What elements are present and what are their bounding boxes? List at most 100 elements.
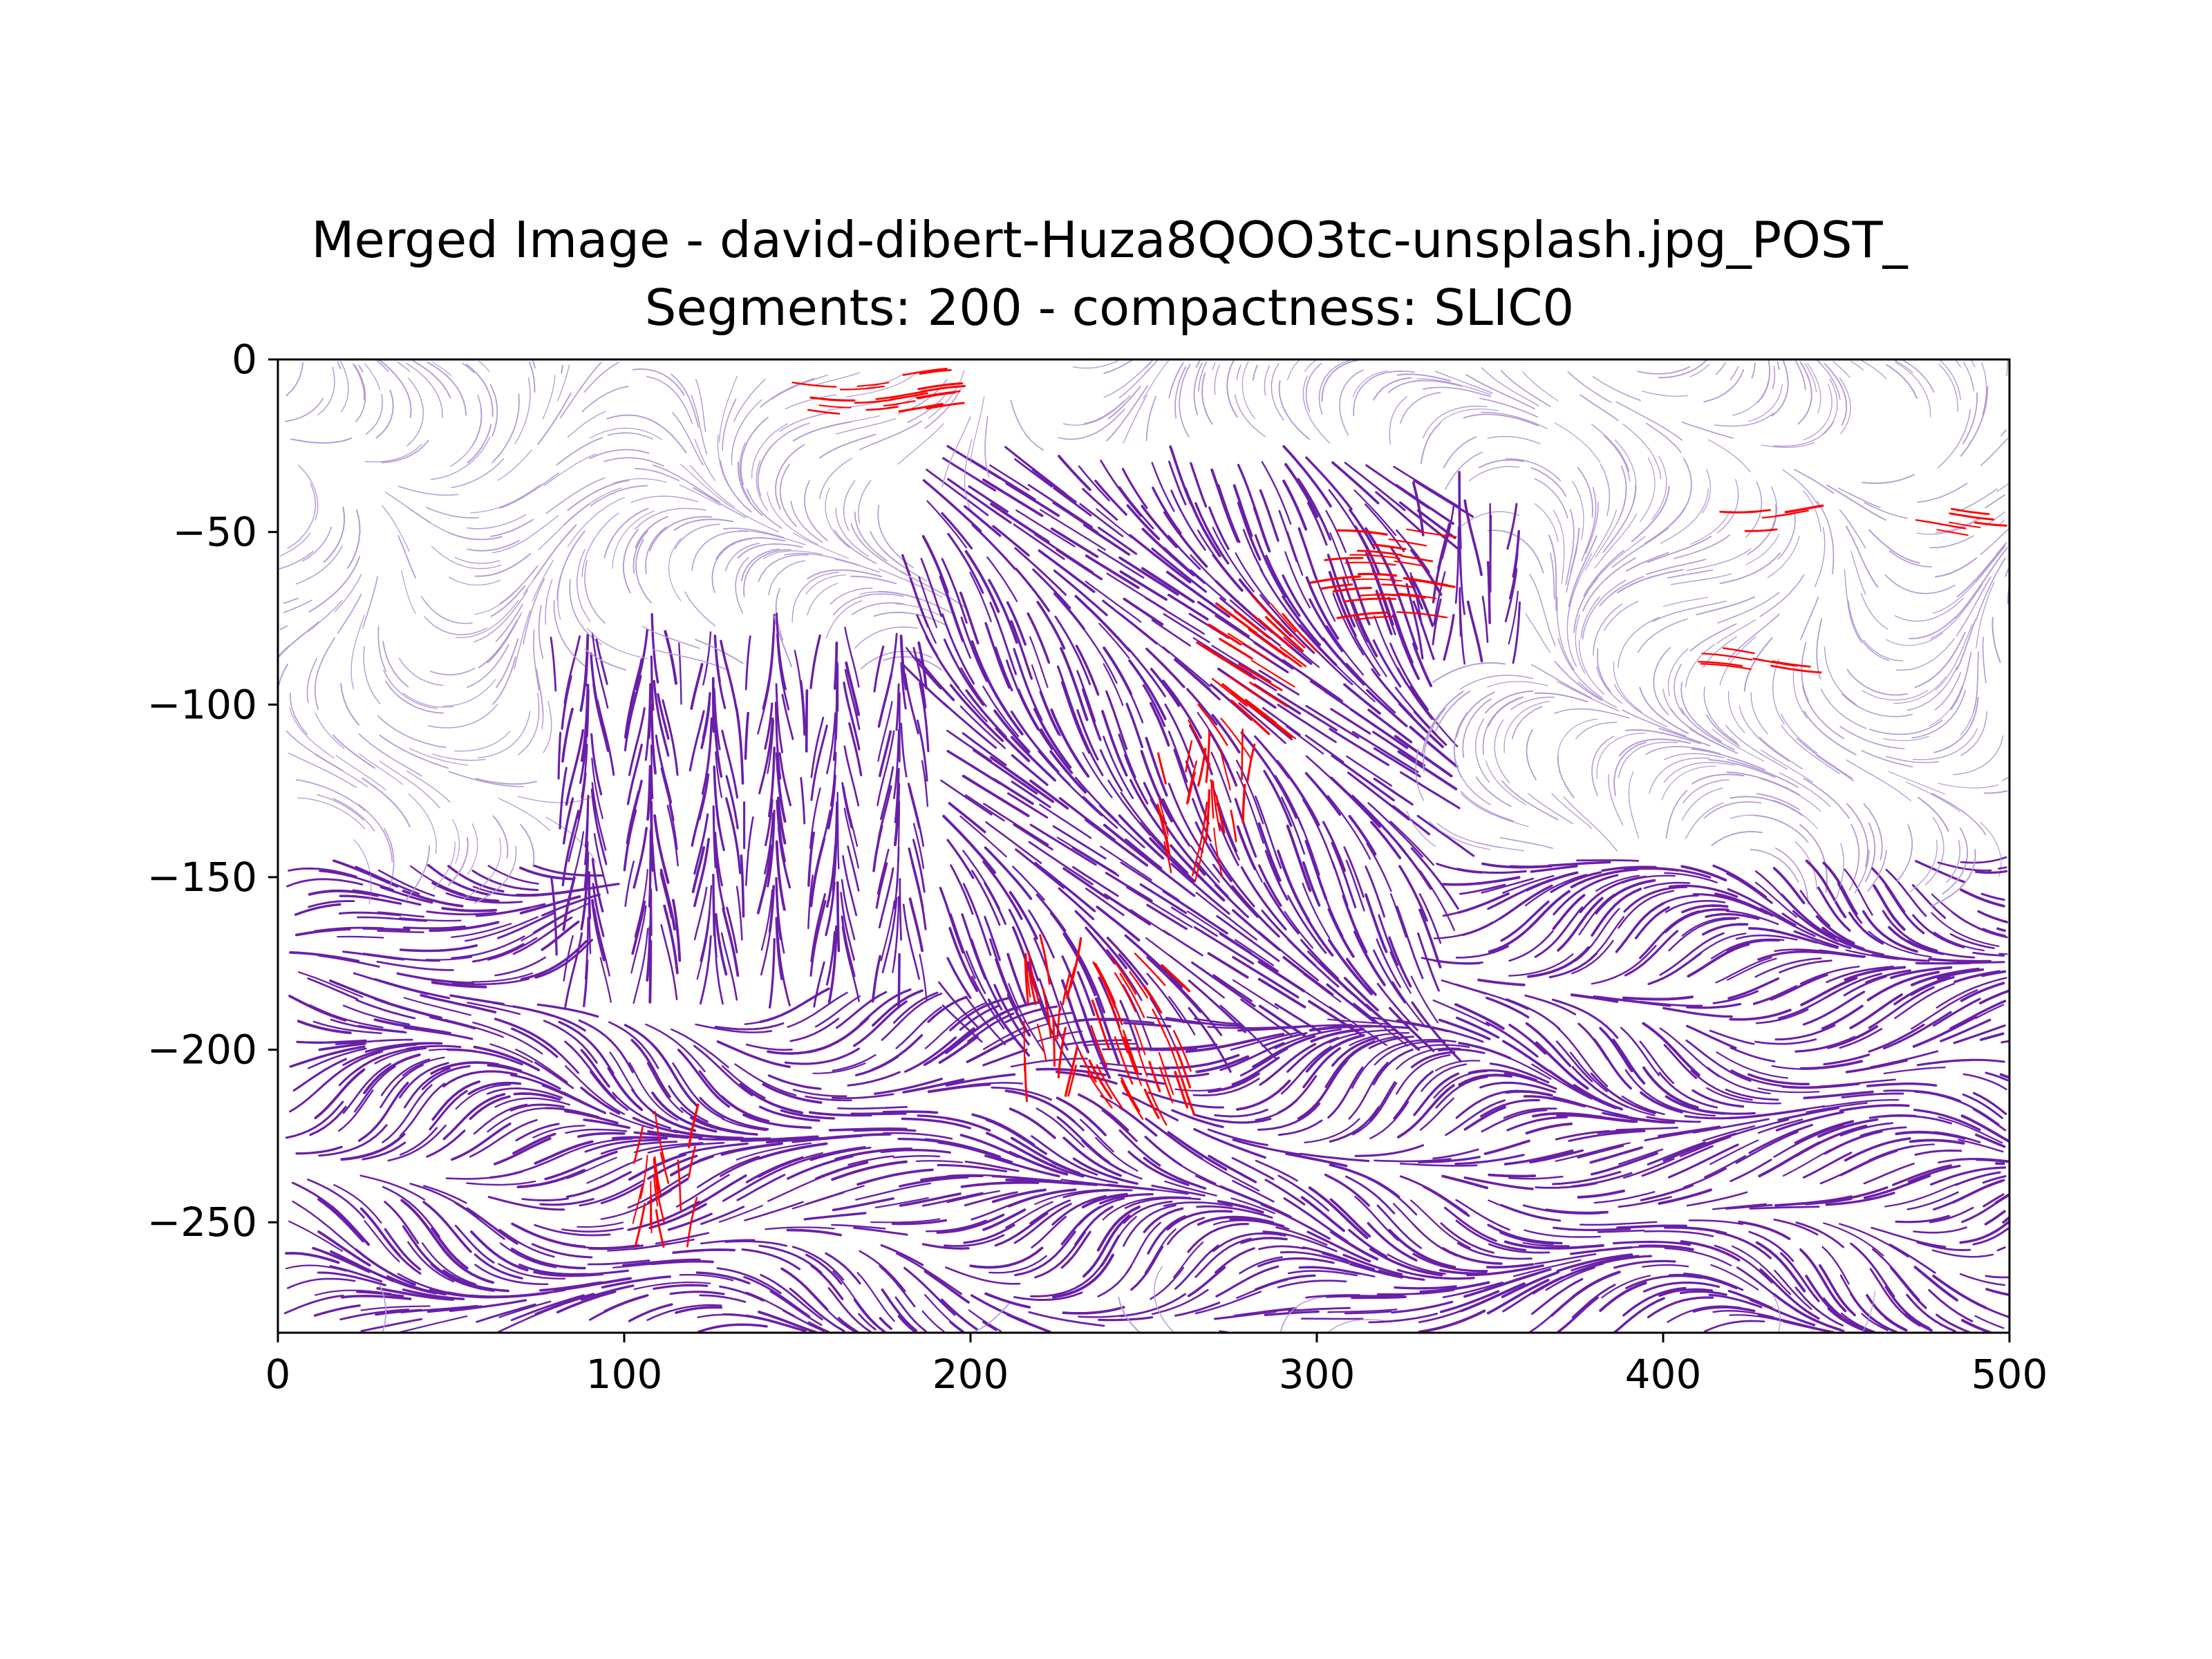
streamline	[1432, 959, 1481, 965]
streamline	[1014, 547, 1067, 596]
streamline	[810, 724, 828, 801]
streamline	[722, 398, 737, 451]
streamline	[1479, 1081, 1556, 1094]
streamline	[590, 788, 608, 865]
streamline	[589, 449, 650, 460]
streamline	[1532, 1262, 1604, 1295]
streamline	[1305, 916, 1334, 957]
streamline	[1032, 568, 1071, 610]
streamline	[1462, 698, 1492, 758]
streamline	[1557, 897, 1604, 952]
streamline	[767, 1074, 822, 1090]
streamline	[1803, 489, 1821, 533]
streamline	[279, 625, 288, 630]
streamline	[677, 1049, 731, 1108]
streamline	[1372, 731, 1426, 767]
streamline	[1253, 641, 1294, 670]
streamline	[406, 1044, 462, 1050]
streamline	[1399, 771, 1461, 809]
streamline	[714, 847, 725, 910]
streamline	[1107, 386, 1141, 420]
streamline	[1817, 359, 1841, 400]
streamline	[1487, 681, 1548, 688]
streamline	[318, 954, 380, 968]
streamline	[1882, 910, 1938, 952]
streamline	[1006, 1313, 1051, 1333]
streamline	[1841, 1092, 1904, 1098]
streamline	[1034, 1188, 1110, 1206]
streamline	[1494, 719, 1510, 784]
streamline	[1193, 1127, 1266, 1159]
streamline	[1980, 970, 2007, 977]
streamline	[1328, 570, 1357, 637]
streamline	[1956, 576, 1991, 637]
streamline	[1366, 843, 1392, 892]
streamline	[1480, 1099, 1540, 1118]
streamline	[561, 707, 574, 763]
streamline	[1599, 576, 1644, 607]
streamline	[1039, 803, 1092, 839]
streamline	[1010, 620, 1033, 680]
streamline	[564, 932, 583, 1009]
streamline	[716, 1267, 782, 1294]
streamline	[1029, 823, 1097, 866]
streamline	[959, 815, 1007, 858]
streamline	[1760, 749, 1813, 783]
highlight-streamline	[1129, 971, 1148, 999]
streamline	[899, 571, 968, 610]
streamline	[1652, 600, 1727, 622]
streamline	[1892, 1164, 1952, 1186]
streamline	[1143, 360, 1169, 400]
streamline	[1508, 930, 1554, 962]
streamline	[584, 560, 606, 624]
streamline	[832, 1053, 877, 1072]
streamline	[1702, 1125, 1756, 1142]
streamline	[543, 1020, 598, 1064]
streamline	[559, 767, 568, 830]
streamline	[1483, 1268, 1552, 1291]
streamline	[827, 925, 838, 1004]
streamline	[943, 638, 984, 706]
streamline	[1332, 592, 1365, 656]
streamline	[1346, 755, 1393, 787]
streamline	[803, 1212, 867, 1221]
streamline	[899, 878, 902, 941]
streamline	[1727, 977, 1780, 1000]
streamline	[1861, 474, 1915, 485]
highlight-streamline	[1237, 663, 1283, 691]
streamline	[1391, 1300, 1454, 1314]
streamline	[1937, 409, 1971, 469]
streamline	[1837, 883, 1863, 924]
streamline	[591, 632, 609, 709]
streamline	[1616, 1224, 1687, 1229]
streamline	[1999, 1073, 2009, 1079]
streamline	[1059, 647, 1089, 722]
streamline	[1029, 1199, 1071, 1225]
streamline	[1468, 466, 1520, 482]
streamline	[870, 1034, 924, 1071]
streamline	[317, 794, 364, 821]
streamline	[471, 972, 534, 983]
streamline	[511, 1247, 586, 1270]
streamline	[1624, 930, 1679, 977]
streamline	[1050, 527, 1099, 559]
streamline	[1960, 711, 1988, 756]
streamline	[1489, 514, 1492, 593]
streamline	[1647, 1141, 1707, 1165]
streamline	[1674, 664, 1684, 715]
streamline	[1837, 487, 1881, 508]
streamline	[1750, 692, 1768, 735]
streamline	[1036, 1030, 1082, 1042]
streamline	[1302, 861, 1321, 907]
streamline	[609, 1112, 654, 1130]
streamline	[1076, 971, 1096, 1017]
streamline	[350, 615, 365, 690]
streamline	[776, 796, 787, 845]
streamline	[1703, 369, 1745, 403]
streamline	[567, 497, 625, 547]
highlight-streamline	[1205, 789, 1211, 841]
streamline	[1569, 1051, 1608, 1093]
streamline	[1141, 505, 1178, 548]
streamline	[1373, 747, 1421, 778]
streamline	[1027, 612, 1051, 664]
